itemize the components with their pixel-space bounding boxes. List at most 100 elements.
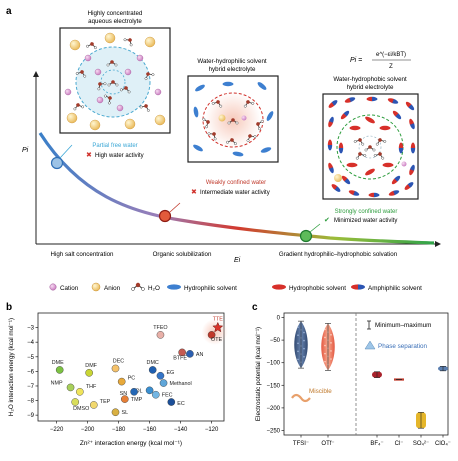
c-sample-dot — [330, 358, 332, 360]
legend-amphiphilic: Amphiphilic solvent — [368, 285, 422, 292]
box2-caption: Weakly confined water — [206, 180, 266, 186]
c-sample-dot — [324, 336, 326, 339]
b-xtick-label: −180 — [112, 427, 126, 433]
c-sample-dot — [330, 333, 332, 336]
b-point-label-TTE: TTE — [213, 317, 224, 323]
b-point-label-DMC: DMC — [147, 360, 159, 366]
y-axis-label: Pi — [22, 147, 29, 154]
panel-a-label: a — [6, 6, 12, 17]
box2-title-2: hybrid electrolyte — [209, 66, 256, 73]
cation-icon — [49, 283, 57, 291]
anion-icon — [89, 119, 101, 131]
c-xtick-label: Cl⁻ — [395, 441, 404, 447]
cation-icon — [84, 54, 92, 62]
curve-point-organic — [158, 209, 172, 223]
c-sample-dot — [297, 342, 299, 345]
panel-c-legend: Minimum–maximum Phase separation Miscibl… — [291, 320, 431, 403]
box3-illustration — [322, 93, 419, 200]
hydrophilic-solvent-icon — [193, 106, 199, 118]
amphiphilic-solvent-icon — [409, 118, 415, 130]
c-sample-dot — [297, 350, 299, 353]
hydrophilic-solvent-icon — [195, 84, 205, 92]
water-molecule-icon — [211, 100, 223, 108]
b-point-TEP — [90, 401, 98, 409]
b-point-BTFE — [178, 348, 186, 357]
amphiphilic-solvent-icon — [328, 100, 338, 108]
box1-title-2: aqueous electrolyte — [88, 18, 142, 25]
panel-c-boxplot: 0 −50 −100 −150 −200 −250 TFSI⁻ OTf⁻ BF₄⁻ Cl⁻ SO₄²… — [266, 312, 451, 447]
b-point-label-AN: AN — [196, 352, 204, 358]
box3-status-mark: ✔ — [324, 217, 330, 224]
legend-phase: Phase separation — [378, 343, 428, 350]
hydrophilic-solvent-icon — [257, 82, 267, 90]
water-molecule-icon — [375, 138, 387, 146]
water-molecule-icon — [123, 38, 133, 47]
b-xtick-label: −120 — [205, 427, 219, 433]
c-sample-dot — [297, 326, 299, 328]
hydrophobic-solvent-icon — [272, 284, 286, 290]
b-point-label-DMF: DMF — [85, 363, 97, 369]
b-point-label-TEP: TEP — [100, 399, 111, 405]
c-xtick-label: BF₄⁻ — [370, 441, 383, 447]
b-point-label-TMP: TMP — [131, 397, 143, 403]
amphiphilic-solvent-icon — [388, 190, 400, 196]
hydrophobic-solvent-icon — [382, 162, 394, 168]
b-point-DMC — [148, 366, 157, 374]
cation-icon — [401, 161, 407, 167]
amphiphilic-solvent-icon — [341, 175, 351, 185]
anion-icon — [91, 282, 101, 292]
box3-caption: Strongly confined water — [335, 209, 398, 215]
curve-point-gradient — [299, 229, 313, 243]
cation-icon — [94, 68, 102, 76]
b-point-TMP — [121, 395, 129, 403]
water-molecule-icon — [106, 60, 118, 67]
box3-title-2: hybrid electrolyte — [347, 84, 394, 91]
anion-icon — [334, 174, 342, 182]
b-ytick-label: −8 — [27, 399, 35, 405]
anion-icon — [144, 36, 156, 48]
b-point-DEC — [111, 364, 120, 373]
c-xtick-label: TFSI⁻ — [293, 441, 309, 447]
b-point-DOL — [145, 386, 154, 395]
b-point-DMF — [85, 369, 93, 377]
hydrophilic-solvent-icon — [222, 81, 234, 87]
box1-title-1: Highly concentrated — [88, 10, 143, 17]
box2-status: Intermediate water activity — [200, 190, 270, 196]
b-xtick-label: −160 — [143, 427, 157, 433]
cation-icon — [64, 88, 72, 96]
water-molecule-icon — [131, 282, 145, 291]
hydrophilic-solvent-icon — [232, 151, 244, 157]
b-point-label-SL: SL — [122, 410, 129, 416]
amphiphilic-solvent-icon — [387, 98, 399, 104]
b-point-FEC — [151, 390, 160, 399]
c-xtick-label: SO₄²⁻ — [413, 441, 429, 447]
b-ytick-label: −7 — [27, 384, 35, 390]
c-sample-dot — [303, 355, 305, 358]
probability-formula: Pi = e^(−εi/kBT) Z — [350, 52, 411, 70]
b-point-TFEO — [156, 331, 165, 339]
b-xtick-label: −220 — [50, 427, 64, 433]
anion-icon — [104, 32, 116, 44]
amphiphilic-solvent-icon — [391, 175, 401, 185]
water-molecule-icon — [75, 70, 87, 78]
water-molecule-icon — [353, 138, 365, 146]
c-sample-dot — [330, 350, 332, 352]
amphiphilic-solvent-icon — [331, 184, 341, 192]
hydrophobic-solvent-icon — [346, 162, 358, 168]
b-point-label-EC: EC — [177, 401, 185, 407]
legend-hydrophilic: Hydrophilic solvent — [184, 285, 237, 292]
b-ytick-label: −5 — [27, 355, 35, 361]
water-molecule-icon — [86, 42, 97, 50]
b-point-label-EG: EG — [166, 370, 174, 376]
b-point-label-FEC: FEC — [162, 393, 173, 399]
amphiphilic-solvent-icon — [405, 101, 415, 111]
anion-icon — [124, 118, 136, 130]
c-ytick-label: −150 — [266, 383, 280, 389]
hydrophilic-solvent-icon — [260, 147, 272, 153]
probability-curve — [38, 132, 435, 245]
box1-illustration — [59, 27, 171, 134]
amphiphilic-solvent-icon — [348, 190, 360, 196]
amphiphilic-solvent-icon — [398, 142, 404, 154]
c-ytick-label: −250 — [266, 428, 280, 434]
